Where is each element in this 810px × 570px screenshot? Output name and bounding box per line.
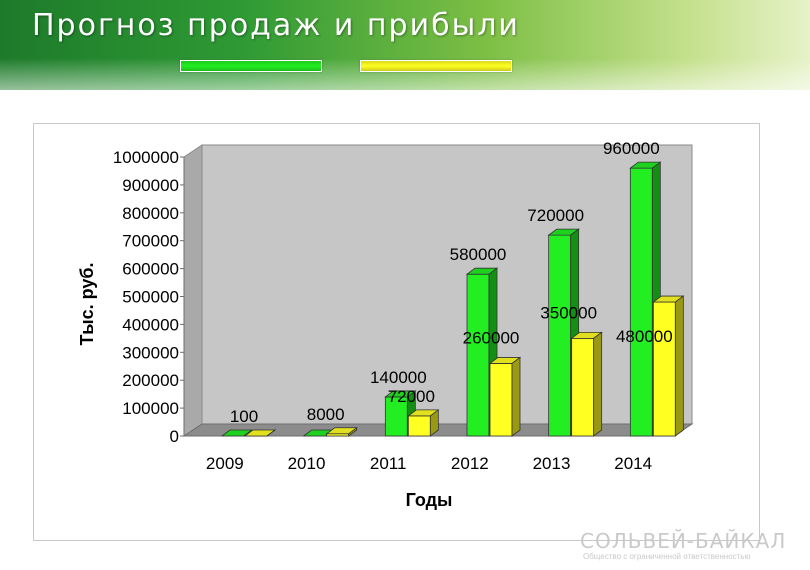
y-tick-label: 1000000 — [113, 148, 179, 167]
y-tick-label: 300000 — [122, 343, 179, 362]
bar-profit — [570, 331, 603, 437]
bar-front — [571, 337, 595, 437]
y-axis: 0 100000 200000 300000 400000 500000 600000 700… — [113, 148, 185, 446]
bar-profit — [488, 356, 522, 437]
x-tick-label: 2014 — [614, 454, 652, 473]
data-label: 8000 — [307, 405, 345, 424]
bar-side — [243, 429, 253, 437]
y-tick-label: 600000 — [122, 260, 179, 279]
y-tick-label: 800000 — [122, 204, 179, 223]
bar-front — [548, 234, 572, 437]
data-label: 140000 — [370, 368, 427, 387]
bar-side — [593, 331, 603, 437]
data-label: 350000 — [540, 303, 597, 322]
x-tick-label: 2013 — [533, 454, 571, 473]
bar-side — [674, 295, 684, 437]
chart-frame: 0 100000 200000 300000 400000 500000 600000 700… — [33, 123, 760, 541]
x-tick-label: 2009 — [206, 454, 244, 473]
data-label: 260000 — [463, 328, 520, 347]
bar-side — [348, 426, 358, 437]
y-axis-title: Тыс. руб. — [77, 262, 97, 345]
page-title: Прогноз продаж и прибыли — [32, 8, 520, 43]
bar-front — [652, 301, 676, 437]
bar-profit — [325, 426, 358, 437]
y-tick-label: 100000 — [122, 399, 179, 418]
y-tick-label: 400000 — [122, 315, 179, 334]
bar-side — [266, 429, 276, 437]
side-wall — [183, 144, 203, 437]
bar-profit — [407, 409, 440, 437]
logo-name: СОЛЬВЕЙ-БАЙКАЛ — [580, 529, 787, 553]
bar-profit — [243, 429, 277, 437]
legend-swatch-profit — [360, 60, 512, 72]
x-axis-title: Годы — [406, 490, 453, 510]
bar-profit — [652, 295, 685, 437]
back-wall — [201, 144, 693, 425]
x-tick-label: 2010 — [288, 454, 326, 473]
bar-front — [629, 167, 653, 437]
data-label: 100 — [230, 407, 258, 426]
y-tick-label: 700000 — [122, 232, 179, 251]
company-logo: СОЛЬВЕЙ-БАЙКАЛ Общество с ограниченной о… — [580, 530, 805, 562]
logo-tagline: Общество с ограниченной ответственностью — [583, 552, 751, 561]
bar-side — [429, 409, 439, 437]
x-axis: 2009 2010 2011 2012 2013 2014 — [206, 454, 652, 473]
y-tick-label: 0 — [170, 427, 179, 446]
chart: 0 100000 200000 300000 400000 500000 600000 700… — [77, 139, 694, 510]
bar-front — [407, 415, 431, 437]
data-label: 580000 — [450, 245, 507, 264]
x-tick-label: 2011 — [370, 454, 407, 473]
bar-side — [511, 356, 521, 437]
legend-swatch-sales — [180, 60, 322, 72]
y-tick-label: 200000 — [122, 371, 179, 390]
y-tick-label: 500000 — [122, 288, 179, 307]
bar-sales — [220, 429, 254, 437]
data-label: 720000 — [527, 206, 584, 225]
y-tick-label: 900000 — [122, 176, 179, 195]
bars — [220, 161, 685, 437]
x-tick-label: 2012 — [451, 454, 489, 473]
bar-front — [466, 273, 490, 437]
data-label: 960000 — [603, 139, 660, 158]
chart-walls — [182, 144, 694, 437]
data-label: 72000 — [388, 387, 435, 406]
bar-front — [489, 363, 513, 437]
data-label: 480000 — [616, 327, 673, 346]
